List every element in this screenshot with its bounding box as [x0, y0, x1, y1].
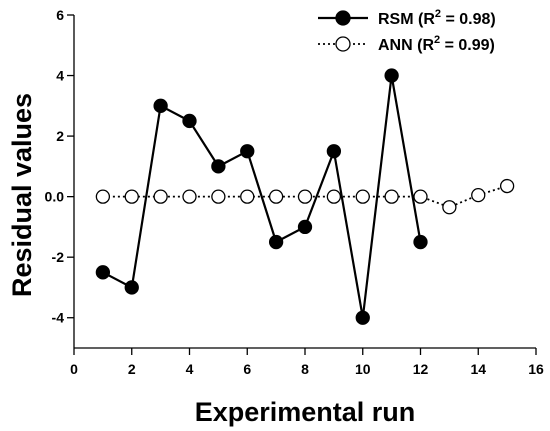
y-axis-title: Residual values — [7, 93, 37, 297]
x-tick-label: 8 — [301, 361, 309, 377]
legend-marker-rsm — [335, 10, 351, 26]
legend-label-superscript: 2 — [435, 8, 441, 20]
data-point-rsm — [240, 144, 255, 159]
data-point-rsm — [384, 68, 399, 83]
legend-label-rsm: RSM (R2 = 0.98) — [378, 8, 496, 28]
data-point-rsm — [182, 113, 197, 129]
data-point-ann — [95, 189, 111, 204]
y-tick-label: -4 — [52, 310, 65, 326]
data-point-ann — [211, 189, 226, 204]
data-point-ann — [471, 187, 486, 203]
legend-label-ann: ANN (R2 = 0.99) — [378, 34, 495, 54]
legend-marker-ann — [335, 36, 351, 52]
x-tick-label: 14 — [470, 361, 486, 377]
data-point-ann — [326, 189, 342, 204]
data-point-ann — [413, 189, 428, 204]
data-point-ann — [499, 178, 515, 194]
x-tick-label: 2 — [128, 361, 136, 377]
data-point-rsm — [297, 219, 313, 235]
y-tick-label: 6 — [56, 7, 64, 23]
series-markers — [95, 68, 515, 325]
x-tick-label: 16 — [528, 361, 544, 377]
data-point-rsm — [326, 144, 342, 159]
x-tick-label: 12 — [413, 361, 429, 377]
data-point-ann — [124, 189, 139, 204]
legend-label-suffix: = 0.99) — [440, 37, 495, 54]
data-point-rsm — [355, 310, 370, 325]
x-tick-label: 4 — [186, 361, 194, 377]
x-axis-title: Experimental run — [195, 397, 416, 427]
data-point-ann — [384, 189, 399, 204]
data-point-ann — [355, 189, 370, 204]
data-point-rsm — [153, 98, 168, 113]
data-point-rsm — [268, 234, 284, 250]
data-point-ann — [182, 189, 197, 204]
y-tick-label: -2 — [52, 249, 65, 265]
series-lines — [102, 75, 508, 318]
y-tick-label: 4 — [56, 68, 64, 84]
data-point-ann — [442, 200, 457, 215]
data-point-rsm — [124, 280, 139, 295]
series-line-rsm — [102, 75, 422, 318]
data-point-ann — [153, 189, 168, 204]
data-point-ann — [297, 189, 313, 204]
data-point-ann — [240, 189, 255, 204]
data-point-rsm — [211, 159, 226, 174]
axes: -4 -2 0.0 2 4 6 0 2 4 6 8 10 12 14 16 — [45, 7, 544, 377]
legend-label-superscript: 2 — [434, 34, 440, 46]
y-tick-label: 2 — [56, 128, 64, 144]
y-tick-label: 0.0 — [45, 189, 65, 205]
data-point-ann — [268, 189, 284, 204]
legend-label-suffix: = 0.98) — [441, 11, 496, 28]
legend-label-prefix: ANN (R — [378, 37, 434, 54]
x-tick-label: 10 — [355, 361, 371, 377]
data-point-rsm — [413, 234, 428, 250]
legend: RSM (R2 = 0.98)ANN (R2 = 0.99) — [318, 8, 496, 54]
x-tick-label: 0 — [70, 361, 78, 377]
data-point-rsm — [95, 265, 111, 280]
x-tick-label: 6 — [243, 361, 251, 377]
legend-label-prefix: RSM (R — [378, 11, 435, 28]
